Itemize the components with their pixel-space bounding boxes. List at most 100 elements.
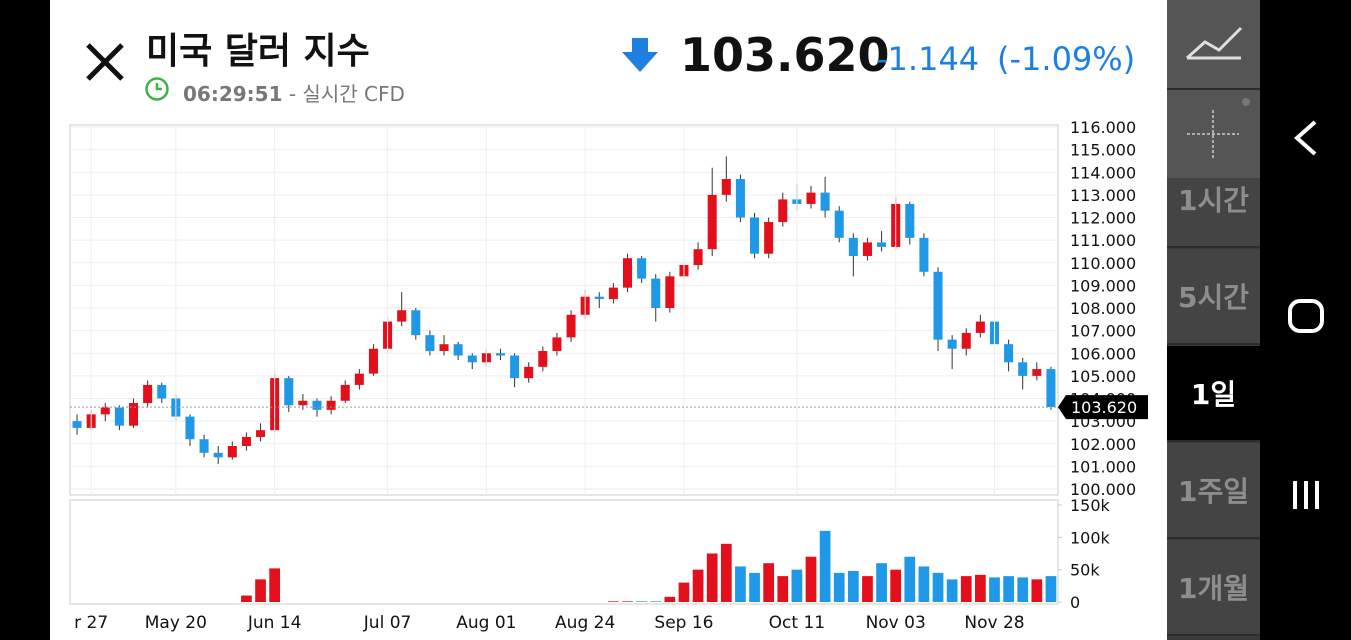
volume-bar <box>664 596 676 602</box>
candle-body <box>185 416 195 440</box>
volume-bar <box>692 569 704 602</box>
volume-bar <box>819 530 831 602</box>
y-tick-label: 107.000 <box>1070 322 1136 341</box>
volume-bar <box>904 556 916 602</box>
candle-body <box>340 384 350 401</box>
candle-body <box>961 332 971 349</box>
volume-bar <box>932 572 944 602</box>
close-button[interactable] <box>85 42 125 82</box>
y-tick-label: 112.000 <box>1070 209 1136 228</box>
timeframe-button[interactable]: 1개월 <box>1167 540 1260 636</box>
candle-body <box>1004 344 1014 363</box>
candle-body <box>1046 369 1056 408</box>
volume-bar <box>735 566 746 602</box>
candle-body <box>877 242 887 247</box>
chart-type-button[interactable] <box>1167 0 1260 90</box>
candle-body <box>100 407 110 415</box>
candle-body <box>411 310 421 336</box>
candle-body <box>241 436 251 447</box>
volume-bar <box>862 576 873 602</box>
candle-body <box>157 384 167 399</box>
volume-bar <box>833 572 845 602</box>
candle-body <box>665 276 675 308</box>
candle-body <box>594 296 604 299</box>
volume-bar <box>989 577 1000 602</box>
volume-bar <box>876 563 887 602</box>
y-tick-label: 113.000 <box>1070 186 1136 205</box>
volume-bar <box>706 553 718 602</box>
candle-body <box>707 194 717 250</box>
candle-body <box>213 452 223 458</box>
candle-body <box>1018 362 1028 376</box>
candle-body <box>467 355 477 363</box>
candle-body <box>947 339 957 349</box>
candle-body <box>1032 369 1042 376</box>
volume-bar <box>1045 576 1057 602</box>
candle-body <box>256 430 266 437</box>
candle-body <box>933 271 943 340</box>
volume-bar <box>622 601 633 602</box>
x-tick-label: May 20 <box>145 613 207 633</box>
volume-bar <box>241 595 252 602</box>
candle-body <box>425 335 435 351</box>
candle-body <box>524 366 534 379</box>
volume-bar <box>269 568 281 602</box>
y-tick-label: 100.000 <box>1070 480 1136 499</box>
volume-bar <box>749 572 760 602</box>
volume-bar <box>975 574 986 602</box>
volume-bar <box>650 601 662 602</box>
x-tick-label: Nov 28 <box>964 613 1024 633</box>
y2-tick-label: 50k <box>1070 561 1100 580</box>
x-tick-label: Oct 11 <box>769 613 825 633</box>
candle-body <box>806 192 816 204</box>
volume-bar <box>1003 576 1014 602</box>
volume-bar <box>608 601 619 602</box>
home-button[interactable] <box>1288 299 1324 333</box>
candle-body <box>128 403 139 426</box>
volume-bar <box>805 556 817 602</box>
x-tick-label: Jul 07 <box>363 613 412 633</box>
nav-bar <box>1288 120 1324 509</box>
y-tick-label: 101.000 <box>1070 457 1136 476</box>
volume-bar <box>636 601 647 602</box>
down-arrow <box>622 38 658 72</box>
candle-body <box>651 278 661 308</box>
volume-bar <box>946 579 958 602</box>
crosshair-button[interactable] <box>1167 90 1260 178</box>
candle-body <box>778 199 788 223</box>
subtitle: 06:29:51 - 실시간 CFD <box>183 78 405 107</box>
x-tick-label: Sep 16 <box>654 613 713 633</box>
candle-body <box>495 353 506 356</box>
recents-button[interactable] <box>1293 481 1319 509</box>
timeframe-button[interactable]: 1일 <box>1167 346 1260 442</box>
volume-bar <box>255 579 266 602</box>
candle-body <box>284 378 294 406</box>
y-tick-label: 115.000 <box>1070 141 1136 160</box>
back-button[interactable] <box>1293 120 1317 156</box>
volume-bar <box>1031 579 1043 602</box>
timeframe-bar: 1시간 5시간 1일 1주일 1개월 <box>1167 0 1260 640</box>
candle-body <box>764 222 774 254</box>
last-price-label: 103.620 <box>1071 398 1137 417</box>
y-tick-label: 116.000 <box>1070 118 1136 137</box>
change-pct: (-1.09%) <box>997 40 1136 78</box>
volume-bar <box>960 576 972 602</box>
timeframe-button[interactable]: 5시간 <box>1167 249 1260 345</box>
clock-icon <box>145 77 169 101</box>
volume-bar <box>1017 577 1029 602</box>
y-tick-label: 111.000 <box>1070 231 1136 250</box>
candle-body <box>326 400 336 410</box>
candle-body <box>439 344 449 351</box>
candle-body <box>919 237 929 272</box>
candle-body <box>848 237 858 256</box>
candle-body <box>312 400 322 410</box>
y-tick-label: 108.000 <box>1070 299 1136 318</box>
candle-body <box>862 242 872 256</box>
source: - 실시간 CFD <box>288 82 405 106</box>
candle-body <box>298 400 308 406</box>
candle-body <box>608 287 618 299</box>
chart-type-icon <box>1186 26 1243 60</box>
time: 06:29:51 <box>183 82 283 106</box>
timeframe-button[interactable]: 1주일 <box>1167 443 1260 539</box>
last-price-tag <box>1058 395 1148 420</box>
